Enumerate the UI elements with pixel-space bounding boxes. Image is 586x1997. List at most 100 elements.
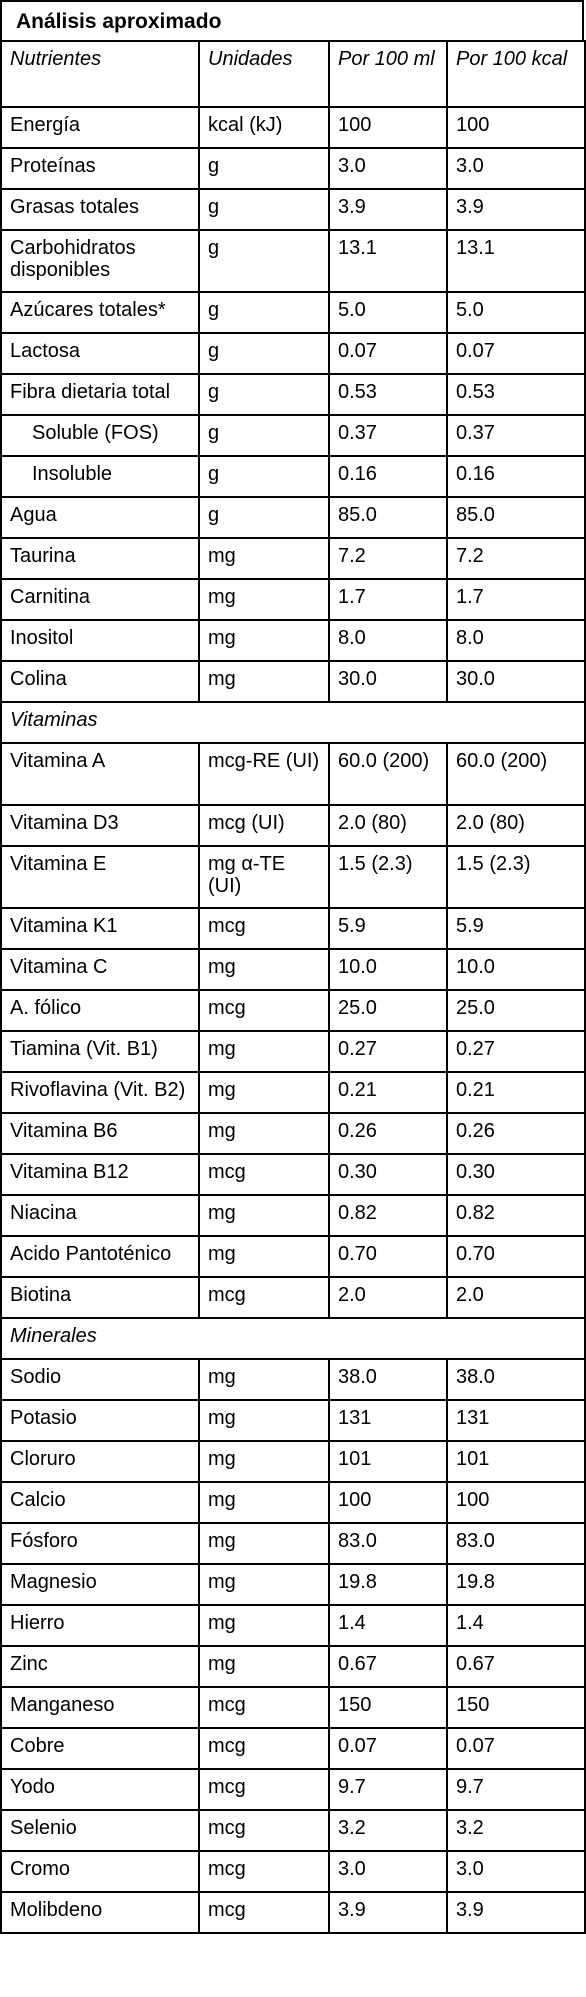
value-per-100kcal: 3.9	[446, 188, 586, 231]
section-minerals: Minerales	[0, 1317, 586, 1360]
value-per-100kcal: 0.26	[446, 1112, 586, 1155]
table-row: Agua g 85.0 85.0	[0, 496, 586, 539]
table-row: Magnesio mg 19.8 19.8	[0, 1563, 586, 1606]
value-per-100kcal: 2.0	[446, 1276, 586, 1319]
nutrient-unit: mg	[198, 1522, 330, 1565]
nutrient-name: Carnitina	[0, 578, 200, 621]
value-per-100ml: 13.1	[328, 229, 448, 293]
nutrient-unit: mg	[198, 660, 330, 703]
nutrient-unit: g	[198, 455, 330, 498]
value-per-100ml: 60.0 (200)	[328, 742, 448, 806]
header-per-100ml: Por 100 ml	[328, 40, 448, 108]
table-row: Biotina mcg 2.0 2.0	[0, 1276, 586, 1319]
nutrient-unit: mcg	[198, 1686, 330, 1729]
section-minerals-label: Minerales	[0, 1317, 586, 1360]
nutrient-name: Grasas totales	[0, 188, 200, 231]
value-per-100ml: 3.0	[328, 147, 448, 190]
value-per-100ml: 0.53	[328, 373, 448, 416]
nutrient-name: Vitamina D3	[0, 804, 200, 847]
nutrient-name: Fibra dietaria total	[0, 373, 200, 416]
value-per-100ml: 38.0	[328, 1358, 448, 1401]
nutrient-unit: g	[198, 496, 330, 539]
nutrient-unit: mg	[198, 1563, 330, 1606]
value-per-100kcal: 83.0	[446, 1522, 586, 1565]
nutrient-unit: mcg	[198, 989, 330, 1032]
table-row: Selenio mcg 3.2 3.2	[0, 1809, 586, 1852]
value-per-100kcal: 2.0 (80)	[446, 804, 586, 847]
value-per-100ml: 30.0	[328, 660, 448, 703]
table-row: Azúcares totales* g 5.0 5.0	[0, 291, 586, 334]
value-per-100ml: 0.07	[328, 1727, 448, 1770]
table-row: Carnitina mg 1.7 1.7	[0, 578, 586, 621]
table-row: Tiamina (Vit. B1) mg 0.27 0.27	[0, 1030, 586, 1073]
table-row: Vitamina D3 mcg (UI) 2.0 (80) 2.0 (80)	[0, 804, 586, 847]
nutrient-unit: mg	[198, 1399, 330, 1442]
nutrient-name: Cobre	[0, 1727, 200, 1770]
value-per-100ml: 0.82	[328, 1194, 448, 1237]
nutrient-name: Niacina	[0, 1194, 200, 1237]
value-per-100ml: 150	[328, 1686, 448, 1729]
table-row: Potasio mg 131 131	[0, 1399, 586, 1442]
value-per-100kcal: 38.0	[446, 1358, 586, 1401]
section-vitamins: Vitaminas	[0, 701, 586, 744]
nutrient-name: Yodo	[0, 1768, 200, 1811]
nutrient-name: Vitamina K1	[0, 907, 200, 950]
nutrient-name: Rivoflavina (Vit. B2)	[0, 1071, 200, 1114]
nutrient-name: Azúcares totales*	[0, 291, 200, 334]
nutrient-name: Cromo	[0, 1850, 200, 1893]
nutrient-name: Colina	[0, 660, 200, 703]
nutrient-name: Calcio	[0, 1481, 200, 1524]
header-unit: Unidades	[198, 40, 330, 108]
nutrient-unit: g	[198, 147, 330, 190]
table-row: Cloruro mg 101 101	[0, 1440, 586, 1483]
value-per-100ml: 100	[328, 1481, 448, 1524]
table-row: Acido Pantoténico mg 0.70 0.70	[0, 1235, 586, 1278]
table-row: Calcio mg 100 100	[0, 1481, 586, 1524]
table-row: Zinc mg 0.67 0.67	[0, 1645, 586, 1688]
value-per-100kcal: 19.8	[446, 1563, 586, 1606]
table-row: Carbohidratos disponibles g 13.1 13.1	[0, 229, 586, 293]
value-per-100ml: 100	[328, 106, 448, 149]
value-per-100ml: 5.9	[328, 907, 448, 950]
nutrient-name: Vitamina A	[0, 742, 200, 806]
table-row: A. fólico mcg 25.0 25.0	[0, 989, 586, 1032]
table-row: Niacina mg 0.82 0.82	[0, 1194, 586, 1237]
nutrient-unit: mg	[198, 1440, 330, 1483]
nutrient-unit: mg	[198, 1235, 330, 1278]
value-per-100kcal: 25.0	[446, 989, 586, 1032]
value-per-100ml: 0.67	[328, 1645, 448, 1688]
value-per-100kcal: 85.0	[446, 496, 586, 539]
nutrient-name: Zinc	[0, 1645, 200, 1688]
nutrition-analysis: Análisis aproximado Nutrientes Unidades …	[0, 0, 586, 1934]
table-row: Cromo mcg 3.0 3.0	[0, 1850, 586, 1893]
value-per-100kcal: 0.82	[446, 1194, 586, 1237]
nutrient-unit: mg	[198, 578, 330, 621]
nutrient-unit: mcg	[198, 1850, 330, 1893]
nutrient-unit: mg	[198, 1112, 330, 1155]
nutrient-name: Acido Pantoténico	[0, 1235, 200, 1278]
nutrient-unit: mcg	[198, 1153, 330, 1196]
nutrient-name: Hierro	[0, 1604, 200, 1647]
nutrient-unit: kcal (kJ)	[198, 106, 330, 149]
table-row: Fósforo mg 83.0 83.0	[0, 1522, 586, 1565]
value-per-100kcal: 30.0	[446, 660, 586, 703]
value-per-100ml: 25.0	[328, 989, 448, 1032]
table-row: Insoluble g 0.16 0.16	[0, 455, 586, 498]
nutrient-unit: g	[198, 373, 330, 416]
value-per-100ml: 3.0	[328, 1850, 448, 1893]
nutrient-name: Cloruro	[0, 1440, 200, 1483]
table-row: Rivoflavina (Vit. B2) mg 0.21 0.21	[0, 1071, 586, 1114]
nutrient-unit: mg	[198, 619, 330, 662]
nutrient-unit: mg	[198, 1645, 330, 1688]
nutrient-unit: g	[198, 332, 330, 375]
value-per-100kcal: 3.0	[446, 1850, 586, 1893]
value-per-100ml: 7.2	[328, 537, 448, 580]
value-per-100ml: 0.70	[328, 1235, 448, 1278]
nutrient-name: Manganeso	[0, 1686, 200, 1729]
nutrient-unit: g	[198, 188, 330, 231]
nutrient-unit: g	[198, 229, 330, 293]
value-per-100kcal: 0.30	[446, 1153, 586, 1196]
value-per-100ml: 10.0	[328, 948, 448, 991]
value-per-100kcal: 0.21	[446, 1071, 586, 1114]
value-per-100kcal: 0.27	[446, 1030, 586, 1073]
